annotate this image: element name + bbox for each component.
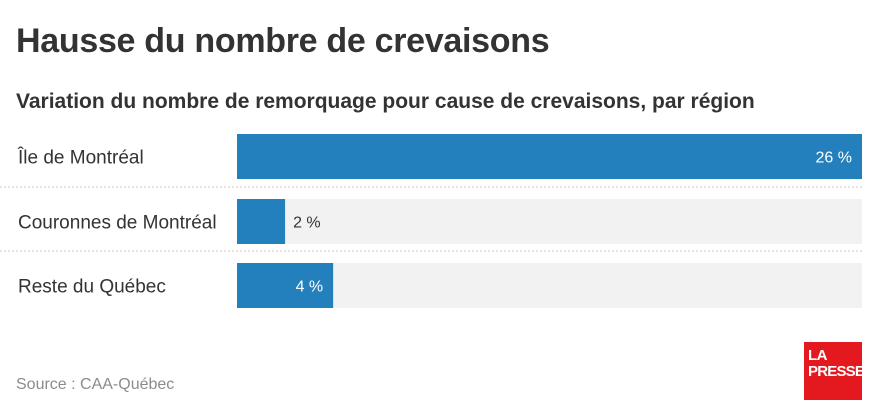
logo-line-2: PRESSE	[808, 363, 865, 380]
category-label: Couronnes de Montréal	[18, 213, 217, 234]
bar	[237, 263, 334, 308]
value-label: 26 %	[816, 150, 852, 167]
bar	[237, 134, 862, 179]
bar-track	[237, 199, 862, 244]
value-label: 2 %	[293, 215, 321, 232]
category-label: Île de Montréal	[17, 147, 144, 169]
chart-title: Hausse du nombre de crevaisons	[16, 22, 550, 60]
source-note: Source : CAA-Québec	[16, 376, 175, 393]
value-label: 4 %	[296, 279, 324, 296]
la-presse-logo: LA PRESSE	[804, 342, 865, 400]
bar-track	[237, 263, 862, 308]
logo-line-1: LA	[808, 347, 828, 364]
category-label: Reste du Québec	[18, 277, 166, 298]
bar	[237, 199, 286, 244]
bar-chart: Île de Montréal 26 % Couronnes de Montréal…	[0, 134, 862, 308]
chart-subtitle: Variation du nombre de remorquage pour c…	[16, 90, 755, 113]
